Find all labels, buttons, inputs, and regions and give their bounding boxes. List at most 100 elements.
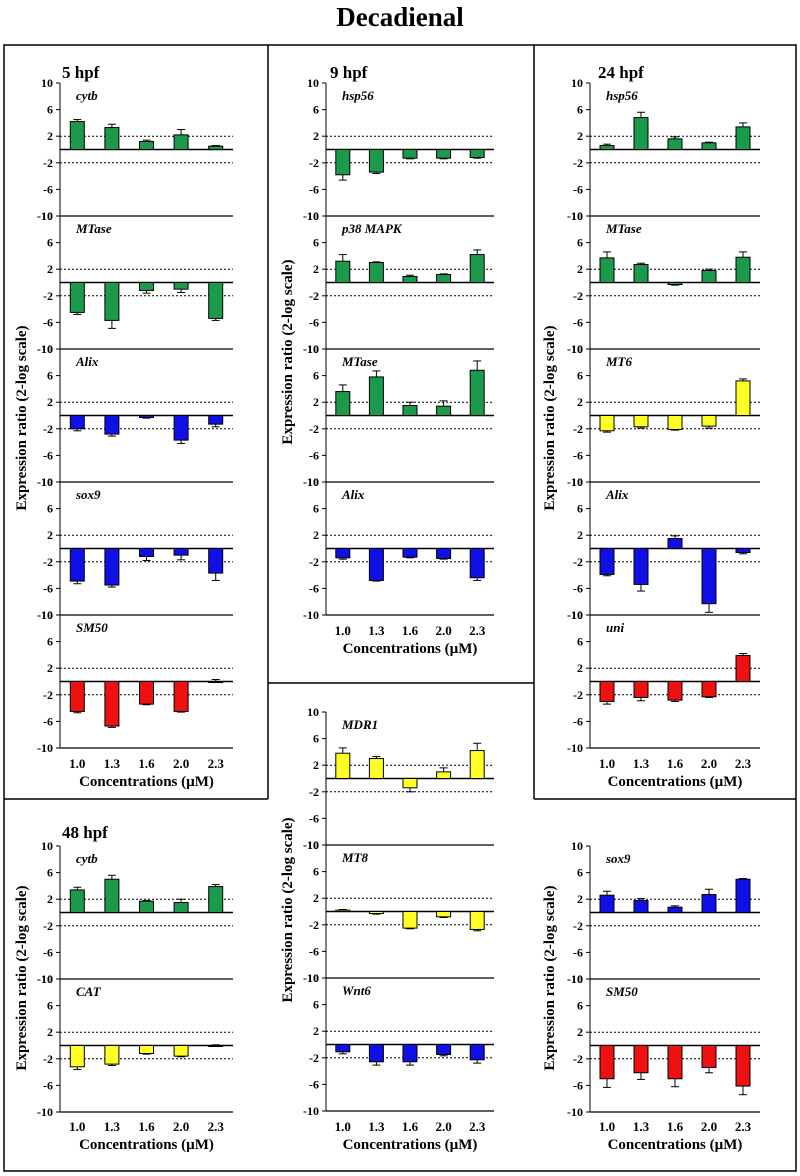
y-tick-label: -10 [567, 608, 583, 622]
bar [104, 878, 120, 913]
bar [735, 380, 751, 417]
y-tick-label: 2 [577, 528, 583, 542]
y-tick-label: -2 [43, 422, 53, 436]
y-tick-label: -10 [37, 741, 53, 755]
bar [402, 276, 418, 284]
bar [208, 282, 224, 319]
bar [667, 415, 683, 430]
bar [701, 894, 717, 913]
bar [69, 889, 85, 914]
y-tick-label: -6 [43, 448, 53, 462]
x-tick-label: 1.6 [667, 756, 684, 771]
bar [368, 758, 384, 779]
gene-label: sox9 [605, 851, 631, 866]
x-tick-label: 1.3 [633, 756, 650, 771]
y-tick-label: -6 [43, 315, 53, 329]
y-tick-label: -6 [573, 581, 583, 595]
bar [208, 548, 224, 574]
bar [173, 282, 189, 290]
stage-label: 48 hpf [62, 823, 108, 842]
bar [139, 681, 154, 705]
bar [735, 126, 751, 150]
bar [335, 1044, 351, 1053]
bar [139, 900, 154, 914]
gene-label: Alix [605, 487, 629, 502]
bar [701, 1045, 717, 1068]
gene-label: sox9 [75, 487, 101, 502]
y-tick-label: -10 [37, 209, 53, 223]
x-axis-title: Concentrations (µM) [608, 1137, 743, 1153]
x-tick-label: 2.3 [208, 1119, 225, 1134]
bar [335, 391, 351, 416]
y-tick-label: 6 [577, 635, 583, 649]
y-tick-label: -2 [43, 555, 53, 569]
y-tick-label: 10 [571, 839, 583, 853]
y-tick-label: -10 [303, 475, 319, 489]
y-tick-label: 6 [577, 103, 583, 117]
y-tick-label: -2 [43, 289, 53, 303]
y-tick-label: 2 [47, 661, 53, 675]
y-tick-label: -6 [573, 714, 583, 728]
bar [368, 911, 384, 914]
bar [368, 1044, 384, 1063]
y-tick-label: 6 [47, 103, 53, 117]
bar [436, 149, 452, 159]
x-tick-label: 1.0 [599, 1119, 615, 1134]
x-tick-label: 1.6 [138, 756, 155, 771]
x-tick-label: 1.3 [368, 623, 385, 638]
y-tick-label: -10 [37, 475, 53, 489]
y-tick-label: -6 [43, 1078, 53, 1092]
bar [402, 149, 418, 159]
y-tick-label: 10 [41, 839, 53, 853]
y-tick-label: 2 [313, 528, 319, 542]
bar [599, 681, 615, 702]
bar [69, 681, 85, 712]
x-tick-label: 2.0 [701, 756, 717, 771]
y-tick-label: 10 [571, 475, 583, 489]
x-tick-label: 2.3 [735, 1119, 752, 1134]
bar [104, 415, 120, 435]
gene-label: CAT [76, 984, 102, 999]
y-tick-label: -2 [573, 688, 583, 702]
bar [208, 145, 224, 151]
x-tick-label: 2.0 [701, 1119, 717, 1134]
bar [69, 1045, 85, 1068]
bar [335, 149, 351, 176]
bar [173, 902, 189, 914]
bar [735, 655, 751, 683]
bar [173, 134, 189, 150]
y-tick-label: -10 [37, 608, 53, 622]
y-tick-label: -2 [309, 156, 319, 170]
y-tick-label: -6 [309, 315, 319, 329]
y-tick-label: -2 [573, 289, 583, 303]
x-tick-label: 1.3 [633, 1119, 650, 1134]
bar [104, 548, 120, 586]
y-tick-label: 6 [577, 866, 583, 880]
y-tick-label: -10 [303, 342, 319, 356]
x-axis-title: Concentrations (µM) [608, 774, 743, 790]
y-tick-label: -2 [43, 156, 53, 170]
bar [139, 548, 154, 557]
y-tick-label: 6 [313, 865, 319, 879]
x-tick-label: 1.0 [335, 1119, 351, 1134]
y-tick-label: 10 [41, 76, 53, 90]
bar [735, 1045, 751, 1087]
y-tick-label: -2 [43, 1052, 53, 1066]
y-tick-label: -2 [309, 555, 319, 569]
bar [633, 264, 649, 284]
bar [436, 1044, 452, 1055]
y-tick-label: 2 [47, 262, 53, 276]
y-tick-label: -6 [573, 315, 583, 329]
gene-label: p38 MAPK [341, 221, 403, 236]
bar [139, 1045, 154, 1054]
x-tick-label: 2.0 [435, 1119, 451, 1134]
bar [335, 909, 351, 912]
bar [104, 681, 120, 727]
y-tick-label: -6 [309, 1077, 319, 1091]
bar [599, 145, 615, 150]
bar [701, 415, 717, 427]
y-tick-label: 6 [47, 236, 53, 250]
gene-label: Alix [341, 487, 365, 502]
bar [69, 548, 85, 582]
